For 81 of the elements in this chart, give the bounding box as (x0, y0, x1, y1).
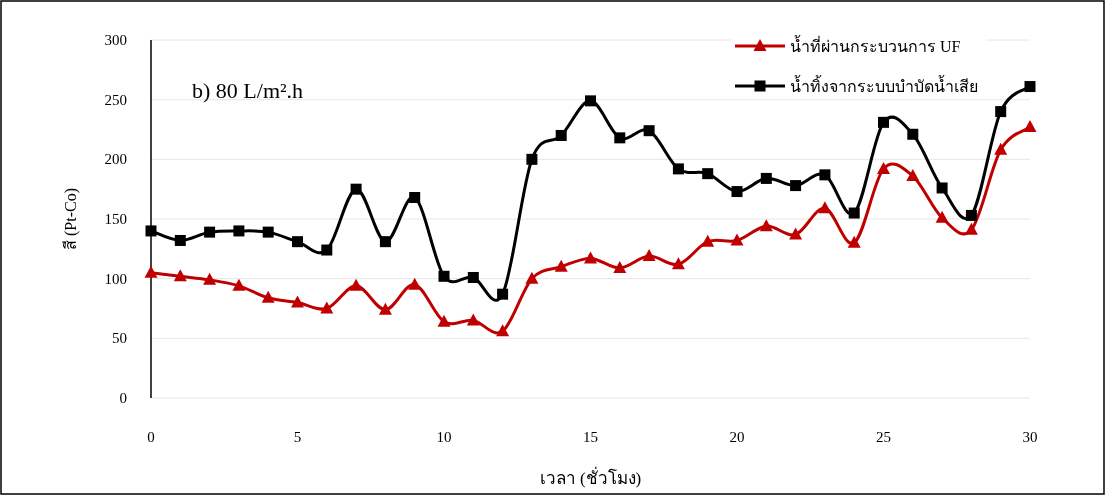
point (232, 278, 246, 291)
point (408, 277, 422, 290)
x-tick-label: 15 (583, 429, 598, 445)
point (497, 288, 509, 300)
point (466, 313, 480, 326)
point (292, 236, 303, 248)
point (204, 226, 216, 238)
point (438, 270, 450, 282)
point (585, 95, 596, 107)
point (526, 153, 538, 165)
legend-label: น้ำที่ผ่านกระบวนการ UF (790, 35, 961, 55)
point (643, 125, 655, 137)
point (1023, 120, 1037, 133)
point (554, 259, 568, 272)
point (525, 271, 539, 284)
point (144, 265, 158, 278)
point (935, 210, 949, 223)
point (409, 192, 421, 204)
y-tick-label: 300 (104, 32, 127, 48)
point (350, 183, 362, 195)
point (496, 324, 510, 337)
point (584, 251, 597, 264)
y-tick-label: 200 (104, 151, 127, 168)
point (995, 106, 1007, 118)
legend-label: น้ำทิ้งจากระบบบำบัดน้ำเสีย (790, 75, 978, 95)
y-tick-label: 150 (104, 211, 127, 227)
point (847, 235, 861, 248)
point (701, 234, 715, 247)
point (145, 225, 157, 237)
point (321, 244, 333, 256)
point (790, 180, 802, 192)
point (730, 233, 744, 246)
point (878, 116, 889, 128)
point (965, 209, 977, 221)
x-tick-label: 30 (1022, 429, 1038, 445)
point (848, 207, 860, 219)
x-tick-label: 10 (436, 429, 452, 445)
point (437, 314, 451, 327)
point (731, 186, 743, 198)
point (379, 236, 391, 248)
point (262, 226, 274, 238)
x-tick-label: 20 (729, 429, 745, 445)
point (378, 302, 392, 315)
point (964, 222, 978, 235)
y-tick-label: 50 (112, 330, 127, 347)
y-tick-label: 100 (104, 270, 127, 287)
point (291, 295, 304, 308)
point (877, 161, 890, 174)
point (760, 172, 772, 184)
y-tick-label: 0 (119, 390, 127, 406)
point (233, 225, 245, 237)
point (907, 128, 919, 140)
x-tick-label: 5 (293, 429, 302, 445)
point (906, 169, 920, 182)
point (174, 234, 186, 246)
point (467, 271, 479, 283)
point (614, 132, 626, 144)
point (1024, 81, 1036, 93)
point (642, 248, 656, 261)
point (555, 129, 567, 141)
point (349, 278, 363, 291)
point (818, 201, 832, 214)
point (173, 269, 187, 282)
point (759, 219, 773, 232)
point (613, 260, 627, 273)
y-axis-title: สี (Pt-Co) (62, 188, 80, 250)
y-tick-label: 250 (104, 91, 127, 108)
point (702, 168, 714, 180)
x-tick-label: 25 (876, 429, 891, 445)
x-tick-label: 0 (147, 429, 155, 445)
point (819, 169, 831, 181)
annotation: b) 80 L/m².h (192, 78, 304, 103)
point (789, 227, 803, 240)
point (672, 163, 684, 175)
point (203, 272, 217, 285)
point (936, 182, 948, 194)
point (671, 257, 685, 270)
point (994, 142, 1008, 155)
point (261, 290, 275, 303)
x-axis-title: เวลา (ชั่วโมง) (539, 466, 642, 488)
point (320, 301, 334, 314)
